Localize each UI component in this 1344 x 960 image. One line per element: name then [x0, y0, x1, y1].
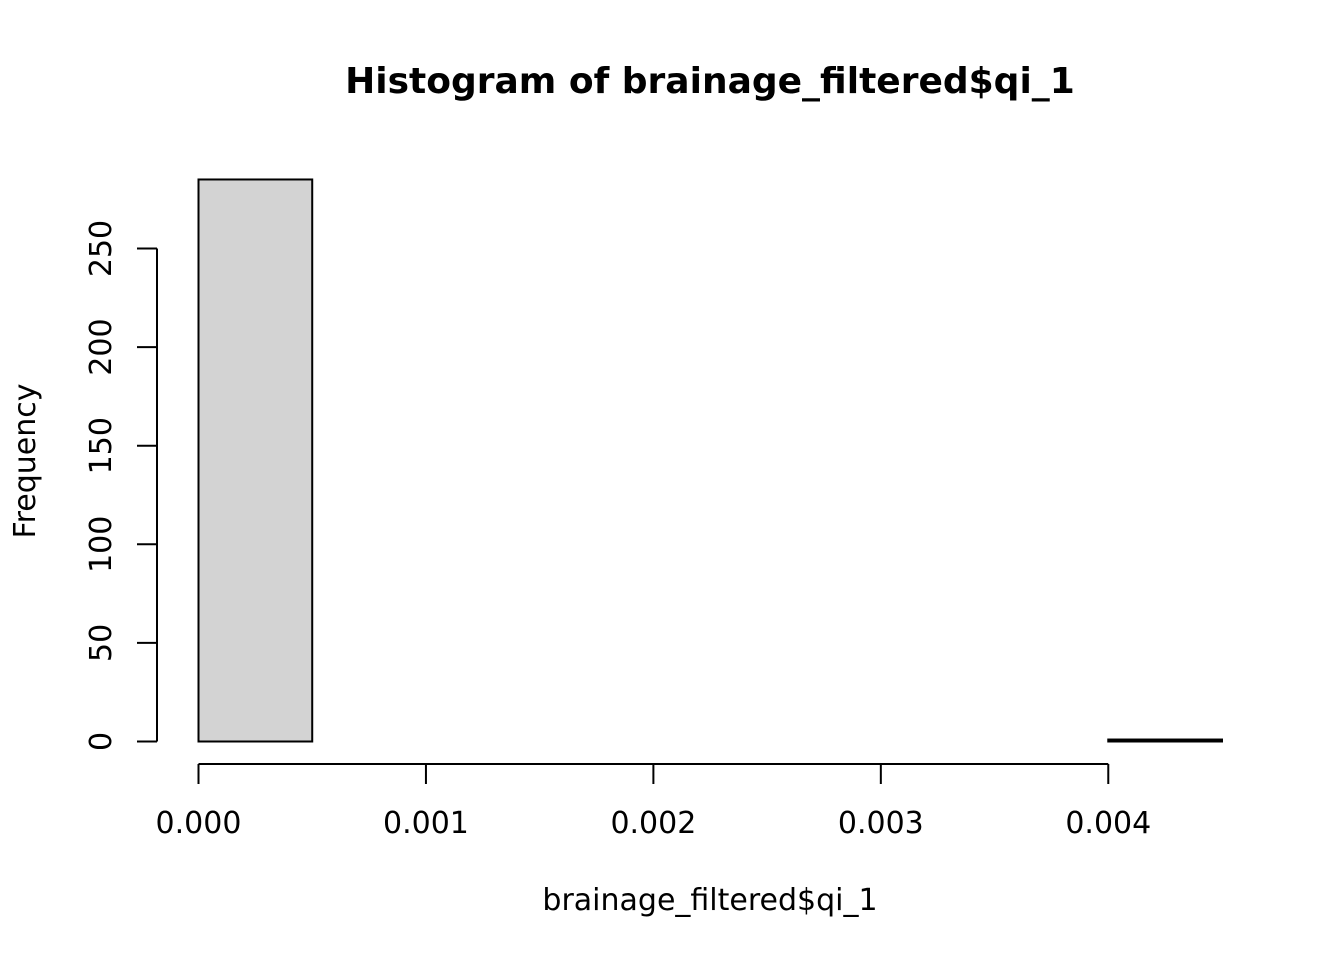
histogram-bar — [1107, 738, 1224, 743]
y-tick-label: 250 — [84, 220, 119, 277]
y-tick-label: 50 — [84, 624, 119, 662]
y-axis-label: Frequency — [8, 384, 43, 539]
bars-group — [197, 178, 1224, 743]
y-tick-label: 200 — [84, 318, 119, 375]
x-tick-label: 0.002 — [610, 806, 696, 841]
x-tick-label: 0.000 — [156, 806, 242, 841]
y-axis: 0 50 100 150 200 250 — [84, 220, 158, 751]
y-tick-label: 100 — [84, 516, 119, 573]
y-tick-label: 150 — [84, 417, 119, 474]
x-axis: 0.000 0.001 0.002 0.003 0.004 — [156, 763, 1151, 841]
x-tick-label: 0.004 — [1065, 806, 1151, 841]
x-tick-label: 0.001 — [383, 806, 469, 841]
y-tick-label: 0 — [84, 732, 119, 751]
x-tick-label: 0.003 — [838, 806, 924, 841]
histogram-bar — [197, 178, 314, 743]
chart-title: Histogram of brainage_filtered$qi_1 — [345, 61, 1075, 102]
x-axis-label: brainage_filtered$qi_1 — [542, 883, 877, 918]
